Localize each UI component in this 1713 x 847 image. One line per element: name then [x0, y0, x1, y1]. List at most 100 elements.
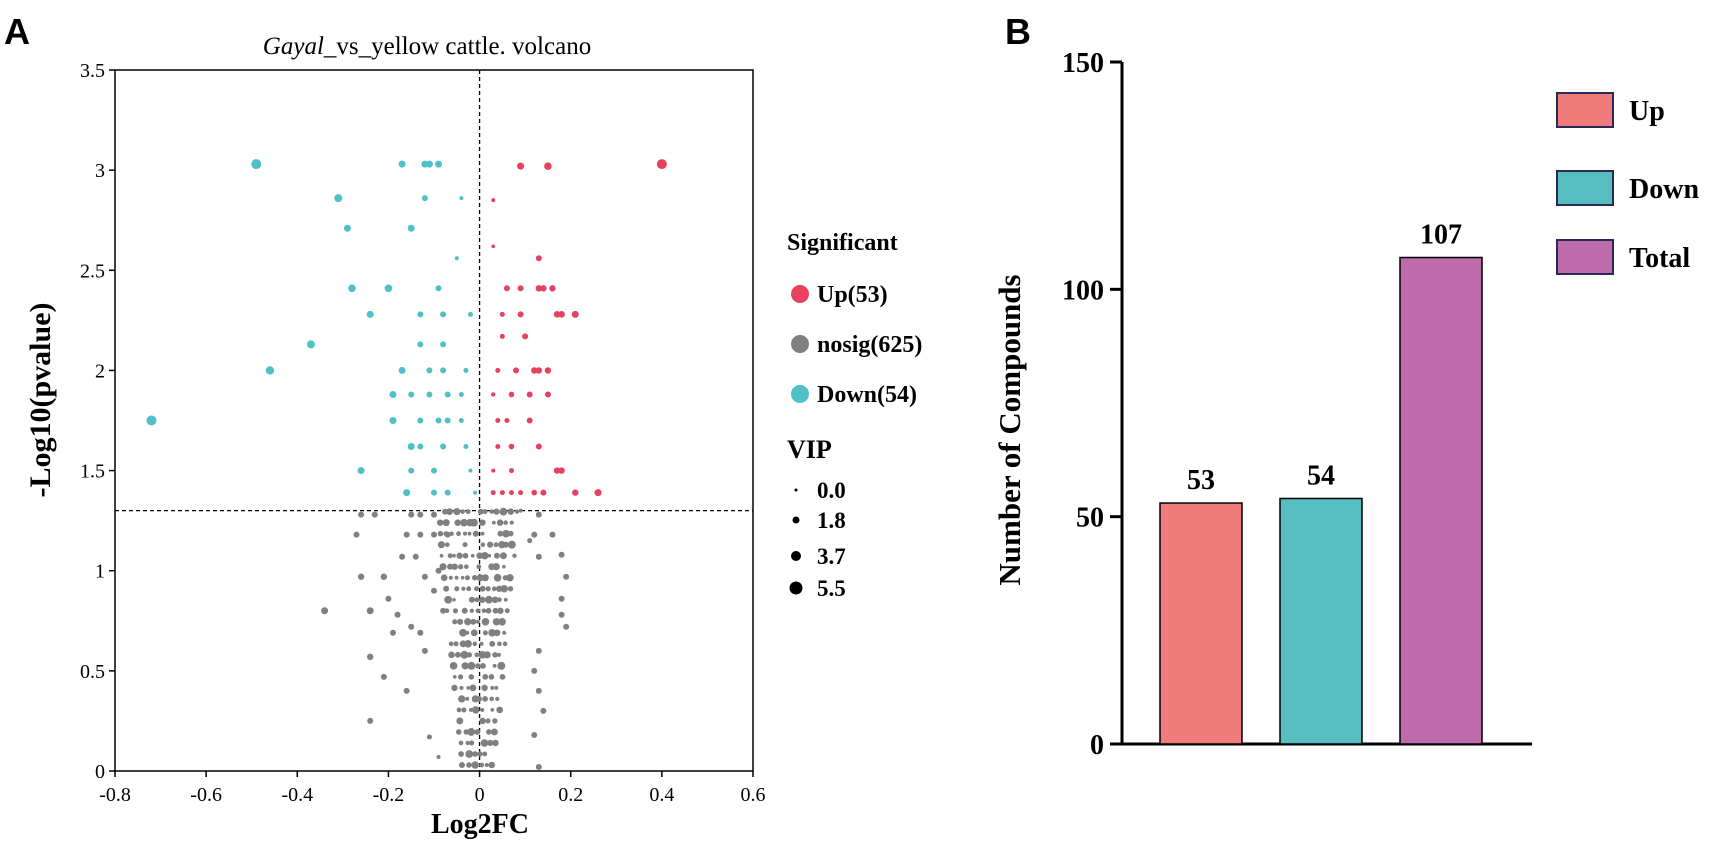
nosig-point: [394, 611, 401, 618]
down-point: [421, 195, 428, 202]
up-point: [491, 392, 496, 397]
nosig-point: [507, 508, 515, 515]
nosig-point: [467, 661, 476, 670]
down-point: [431, 489, 437, 496]
nosig-point: [475, 619, 480, 624]
nosig-point: [451, 563, 458, 570]
down-point: [444, 489, 451, 496]
nosig-point: [485, 718, 491, 724]
bar-y-tick-label: 150: [1062, 48, 1104, 79]
nosig-point: [459, 628, 467, 637]
panel-label-b: B: [1005, 11, 1031, 52]
nosig-point: [403, 687, 410, 694]
down-point: [357, 467, 365, 475]
vip-size-marker-2: [791, 551, 801, 561]
nosig-point: [499, 507, 508, 516]
volcano-x-ticks: -0.8 -0.6 -0.4 -0.2 0 0.2 0.4 0.6: [99, 771, 766, 806]
nosig-point: [487, 739, 494, 747]
up-point: [490, 490, 496, 496]
nosig-point: [512, 553, 517, 558]
nosig-point: [470, 553, 475, 558]
up-point: [553, 311, 561, 318]
nosig-point: [399, 553, 406, 560]
nosig-point: [366, 607, 374, 615]
nosig-point: [479, 717, 486, 725]
nosig-point: [502, 630, 507, 635]
nosig-point: [480, 739, 489, 747]
up-point: [526, 391, 533, 398]
down-point: [398, 160, 406, 168]
nosig-point: [481, 551, 489, 560]
nosig-point: [507, 586, 514, 592]
nosig-point: [464, 640, 472, 648]
nosig-point: [448, 641, 454, 647]
bar-y-tick-label: 0: [1090, 730, 1104, 761]
threshold-lines: [115, 70, 753, 771]
nosig-point: [367, 653, 374, 661]
x-tick-label: 0.6: [741, 784, 766, 806]
nosig-point: [367, 717, 374, 724]
nosig-point: [470, 618, 477, 625]
nosig-point: [477, 508, 484, 515]
nosig-point: [504, 608, 510, 614]
nosig-point: [479, 585, 486, 592]
nosig-point: [474, 597, 480, 603]
nosig-point: [481, 617, 490, 626]
nosig-point: [444, 542, 450, 548]
up-point: [517, 285, 524, 292]
bar-y-tick-label: 50: [1076, 503, 1104, 534]
down-point: [389, 417, 397, 424]
volcano-title: Gayal_vs_yellow cattle. volcano: [263, 33, 591, 60]
nosig-point: [489, 509, 494, 514]
down-point: [417, 311, 424, 318]
legend-up-label: Up(53): [817, 282, 888, 308]
nosig-point: [479, 641, 484, 646]
down-point: [389, 390, 397, 398]
bar-total: [1399, 256, 1483, 745]
nosig-point: [499, 552, 507, 560]
nosig-point: [457, 564, 464, 570]
nosig-point: [493, 629, 501, 637]
nosig-point: [426, 734, 432, 740]
bar-legend-down-label: Down: [1629, 174, 1699, 205]
nosig-point: [472, 530, 479, 537]
nosig-point: [484, 595, 493, 604]
bar-legend-total-label: Total: [1629, 243, 1690, 274]
nosig-point: [439, 553, 444, 558]
nosig-point: [458, 761, 466, 769]
nosig-point: [492, 563, 500, 571]
vip-size-marker-1: [792, 516, 800, 524]
nosig-point: [483, 651, 491, 659]
up-point: [508, 391, 515, 398]
down-point: [408, 467, 415, 474]
down-point: [473, 490, 478, 495]
legend-title-significant: Significant: [787, 230, 898, 256]
nosig-point: [502, 541, 509, 548]
nosig-point: [499, 673, 506, 680]
x-tick-label: 0.2: [558, 784, 583, 806]
up-point: [553, 467, 561, 474]
nosig-point: [463, 564, 469, 570]
nosig-point: [491, 596, 499, 604]
nosig-point: [472, 751, 478, 757]
nosig-point: [437, 541, 445, 549]
nosig-point: [454, 651, 461, 658]
nosig-point: [480, 531, 485, 536]
nosig-point: [380, 573, 388, 580]
x-tick-label: -0.8: [99, 784, 131, 806]
nosig-point: [456, 552, 463, 559]
x-tick-label: -0.2: [373, 784, 405, 806]
y-tick-label: 1.5: [80, 461, 105, 483]
nosig-point: [475, 608, 481, 614]
nosig-point: [472, 641, 478, 647]
up-point: [513, 367, 520, 374]
legend-up-marker: [791, 285, 809, 303]
bar-y-ticks: 0 50 100 150: [1062, 48, 1122, 761]
nosig-point: [497, 641, 502, 647]
bar-value-label: 54: [1307, 460, 1335, 491]
nosig-point: [466, 586, 472, 592]
nosig-point: [453, 641, 459, 647]
legend-down-label: Down(54): [817, 382, 917, 408]
nosig-point: [488, 674, 495, 680]
